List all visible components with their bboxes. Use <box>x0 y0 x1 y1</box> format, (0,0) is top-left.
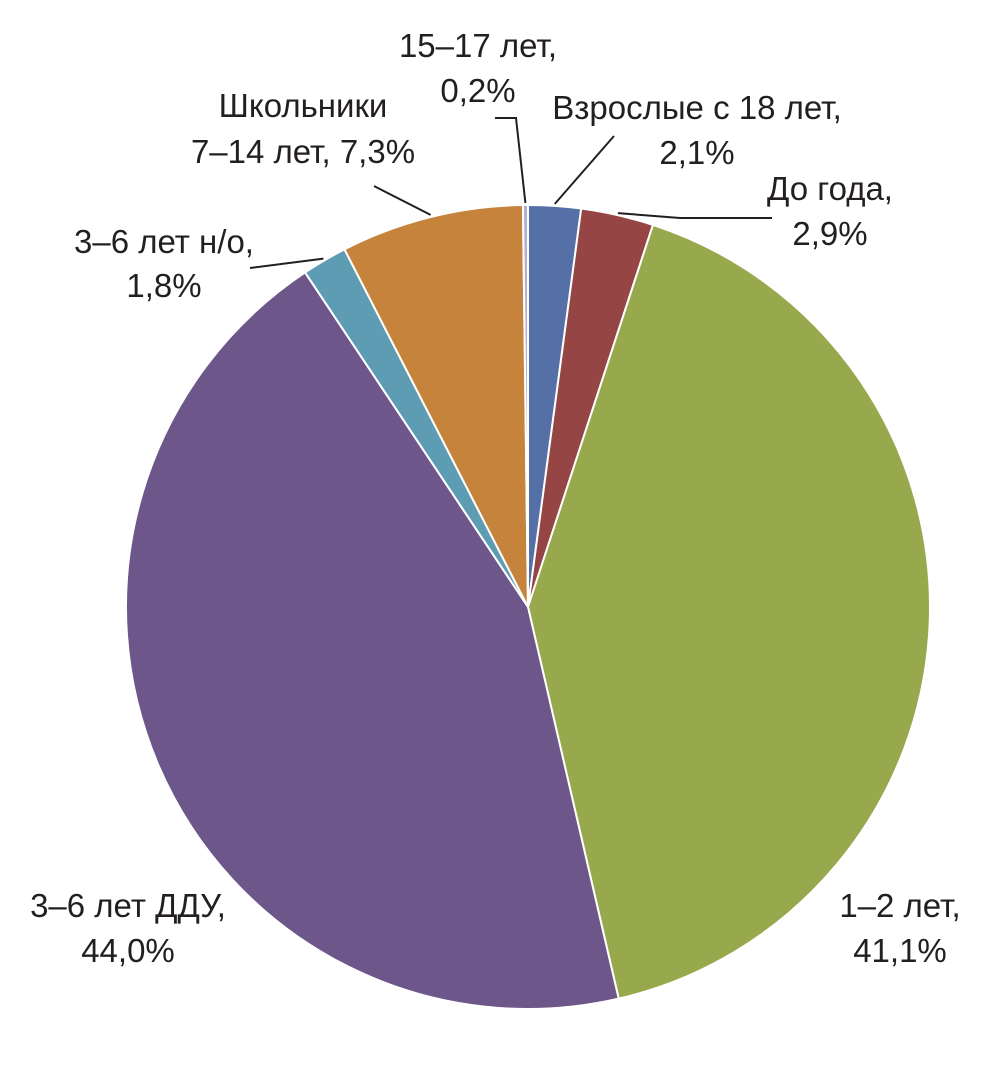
label-1-2-line2: 41,1% <box>853 932 947 969</box>
label-schoolchildren-line2: 7–14 лет, 7,3% <box>191 133 415 170</box>
pie-slice-5 <box>343 204 529 608</box>
leader-adults <box>554 135 615 205</box>
label-under-one-line1: До года, <box>767 170 893 207</box>
label-3-6-ddu-line1: 3–6 лет ДДУ, <box>30 887 226 924</box>
pie-slice-6 <box>521 203 529 608</box>
pie-slice-3 <box>125 271 620 1010</box>
pie-slice-2 <box>526 223 931 1000</box>
label-1-2-line1: 1–2 лет, <box>839 887 960 924</box>
label-under-one-line2: 2,9% <box>792 215 867 252</box>
leader-15-17 <box>495 117 527 204</box>
label-3-6-ddu-line2: 44,0% <box>81 932 175 969</box>
leader-lines <box>249 117 772 269</box>
leader-3-6-no <box>249 257 324 269</box>
label-schoolchildren-line1: Школьники <box>219 87 388 124</box>
label-15-17-line2: 0,2% <box>440 72 515 109</box>
label-adults-line1: Взрослые с 18 лет, <box>552 89 842 126</box>
label-3-6-no-line2: 1,8% <box>126 267 201 304</box>
leader-under-one <box>617 212 772 219</box>
pie-slices <box>125 203 931 1010</box>
label-adults-line2: 2,1% <box>659 134 734 171</box>
label-15-17-line1: 15–17 лет, <box>399 27 557 64</box>
label-3-6-no-line1: 3–6 лет н/о, <box>74 223 254 260</box>
leader-schoolchildren <box>373 185 432 216</box>
